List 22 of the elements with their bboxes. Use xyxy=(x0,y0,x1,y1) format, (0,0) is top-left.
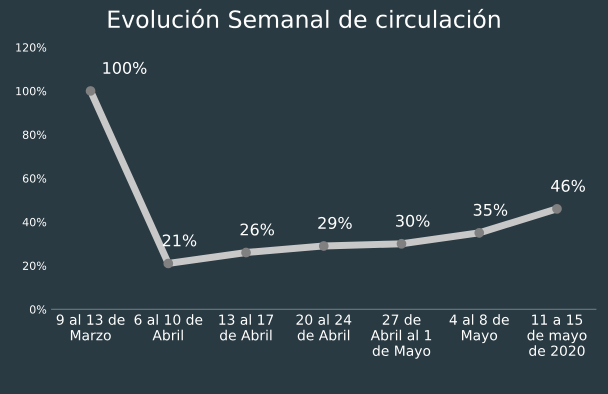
y-tick-label: 20% xyxy=(22,262,46,270)
x-tick-label: 9 al 13 de Marzo xyxy=(56,314,125,340)
x-tick-label: 13 al 17 de Abril xyxy=(219,314,274,340)
x-tick-label: 6 al 10 de Abril xyxy=(134,314,202,340)
data-label: 21% xyxy=(162,234,196,246)
data-label: 26% xyxy=(240,223,274,236)
y-tick-label: 80% xyxy=(22,130,46,139)
data-label: 29% xyxy=(318,216,352,229)
data-label: 100% xyxy=(103,62,146,74)
x-tick-label: 4 al 8 de Mayo xyxy=(450,314,509,344)
data-label: 46% xyxy=(551,180,585,192)
y-tick-label: 100% xyxy=(16,86,46,96)
x-tick-label: 27 de Abril al 1 de Mayo xyxy=(370,314,432,359)
x-tick-label: 20 al 24 de Abril xyxy=(296,314,352,340)
y-tick-label: 120% xyxy=(16,43,46,52)
y-tick-label: 0% xyxy=(30,305,46,314)
chart-title: Evolución Semanal de circulación xyxy=(108,8,500,28)
y-tick-label: 60% xyxy=(22,174,46,183)
x-tick-label: 11 a 15 de mayo de 2020 xyxy=(527,314,586,356)
y-tick-label: 40% xyxy=(22,218,46,226)
data-label: 35% xyxy=(474,204,508,216)
data-label: 30% xyxy=(396,214,430,227)
